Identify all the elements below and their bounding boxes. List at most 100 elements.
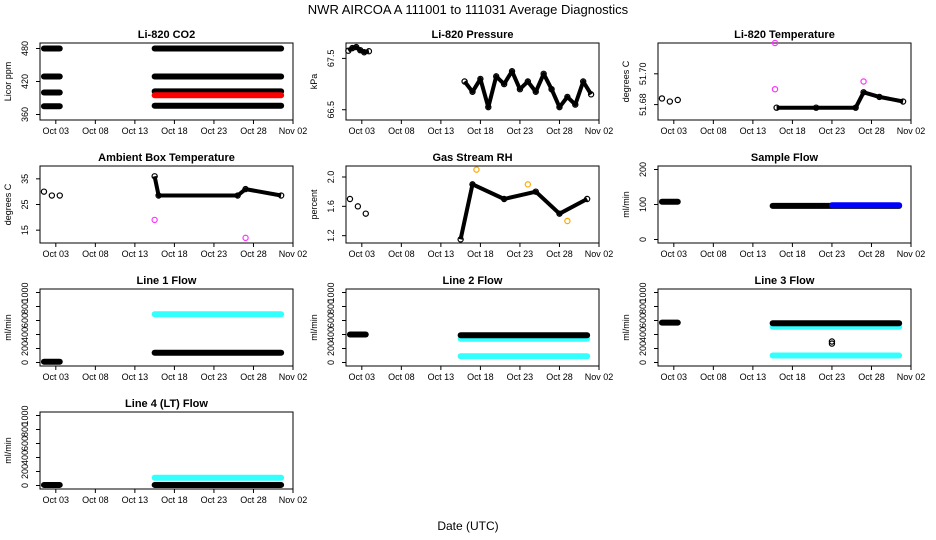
panel-title: Li-820 Temperature [734, 29, 835, 41]
data-point [860, 78, 867, 85]
data-point [485, 103, 492, 111]
x-tick-label: Oct 23 [819, 126, 846, 136]
data-point [362, 210, 369, 217]
figure-title: NWR AIRCOA A 111001 to 111031 Average Di… [308, 2, 629, 17]
series-temp-early [658, 95, 681, 105]
x-tick-label: Nov 02 [585, 249, 614, 259]
x-tick-label: Oct 28 [546, 249, 573, 259]
x-tick-label: Oct 08 [388, 249, 415, 259]
x-tick-label: Oct 18 [779, 126, 806, 136]
x-tick-label: Oct 28 [240, 249, 267, 259]
x-tick-label: Oct 28 [240, 372, 267, 382]
panel-2: Li-820 Temperature degrees C Oct 03 Oct 08 O… [621, 29, 925, 136]
x-tick-label: Oct 03 [43, 249, 70, 259]
data-point [242, 234, 249, 242]
series-temp-late [773, 89, 907, 111]
y-axis-label: ml/min [621, 191, 631, 218]
x-tick-label: Oct 03 [349, 126, 376, 136]
y-axis-label: percent [309, 189, 319, 220]
x-tick-label: Oct 08 [82, 372, 109, 382]
y-tick-label: 800 [326, 299, 336, 314]
y-tick-label: 420 [20, 74, 30, 89]
x-tick-label: Oct 18 [779, 249, 806, 259]
y-tick-label: 0 [638, 360, 648, 365]
x-tick-label: Oct 23 [819, 372, 846, 382]
data-point [583, 195, 591, 203]
plot-frame [345, 165, 600, 244]
data-point [548, 85, 555, 93]
plot-frame [39, 165, 294, 244]
series-line3-outlier [828, 338, 836, 347]
x-tick-label: Nov 02 [279, 372, 308, 382]
y-tick-label: 800 [638, 299, 648, 314]
y-tick-label: 360 [20, 107, 30, 122]
y-tick-label: 200 [20, 341, 30, 356]
panel-7: Line 2 Flow ml/min Oct 03 Oct 08 Oct 13 Oct 1… [309, 275, 613, 382]
series-pressure-early [345, 43, 373, 56]
x-tick-label: Oct 28 [858, 249, 885, 259]
x-tick-label: Oct 28 [546, 126, 573, 136]
data-point [461, 78, 468, 85]
panel-9: Line 4 (LT) Flow ml/min Oct 03 Oct 08 Oct 13… [3, 398, 307, 505]
data-point [658, 95, 666, 102]
data-point [666, 98, 674, 105]
x-tick-label: Oct 13 [122, 372, 149, 382]
x-tick-label: Oct 03 [661, 372, 688, 382]
data-point [812, 104, 820, 111]
x-tick-label: Oct 18 [779, 372, 806, 382]
panel-4: Gas Stream RH percent Oct 03 Oct 08 Oct 13 Oc… [309, 152, 613, 259]
y-tick-label: 1.6 [326, 200, 336, 213]
y-tick-label: 800 [20, 422, 30, 437]
x-tick-label: Oct 13 [740, 249, 767, 259]
data-point [500, 80, 508, 88]
y-tick-label: 51.70 [638, 63, 648, 86]
x-tick-label: Oct 18 [467, 249, 494, 259]
y-tick-label: 25 [20, 199, 30, 209]
y-tick-label: 600 [20, 313, 30, 328]
x-tick-label: Nov 02 [279, 495, 308, 505]
x-tick-label: Oct 08 [388, 126, 415, 136]
y-axis-label: Licor ppm [3, 62, 13, 102]
y-tick-label: 35 [20, 174, 30, 184]
data-point [564, 217, 571, 225]
y-tick-label: 200 [20, 464, 30, 479]
panel-8: Line 3 Flow ml/min Oct 03 Oct 08 Oct 13 Oct 1… [621, 275, 925, 382]
data-point [852, 104, 859, 111]
panel-title: Line 2 Flow [443, 275, 503, 287]
data-point [860, 89, 867, 96]
panels: Li-820 CO2 Licor ppm Oct 03 Oct 08 Oct 13 Oct… [3, 29, 925, 505]
panel-0: Li-820 CO2 Licor ppm Oct 03 Oct 08 Oct 13 Oct… [3, 29, 307, 136]
plot-frame [657, 288, 912, 367]
x-tick-label: Oct 08 [388, 372, 415, 382]
data-point [469, 181, 476, 188]
x-tick-label: Oct 13 [122, 495, 149, 505]
y-axis-label: ml/min [309, 314, 319, 341]
data-point [277, 192, 285, 199]
plot-frame [345, 288, 600, 367]
panel-title: Line 4 (LT) Flow [125, 398, 208, 410]
data-point [234, 192, 241, 199]
y-tick-label: 1000 [20, 282, 30, 302]
x-tick-label: Oct 28 [858, 126, 885, 136]
data-point [828, 338, 836, 345]
data-point [493, 73, 500, 80]
x-axis-label: Date (UTC) [437, 519, 498, 533]
data-point [771, 85, 779, 93]
y-tick-label: 1000 [638, 282, 648, 302]
data-trace [776, 90, 904, 110]
data-point [242, 185, 249, 193]
y-tick-label: 0 [20, 360, 30, 365]
data-point [556, 210, 563, 217]
x-tick-label: Oct 23 [507, 126, 534, 136]
y-tick-label: 67.5 [326, 50, 336, 68]
x-tick-label: Oct 18 [467, 126, 494, 136]
y-tick-label: 1.2 [326, 229, 336, 242]
series-box-late [151, 173, 285, 199]
panel-3: Ambient Box Temperature degrees C Oct 03 Oc… [3, 152, 307, 259]
panel-6: Line 1 Flow ml/min Oct 03 Oct 08 Oct 13 Oct 1… [3, 275, 307, 382]
y-tick-label: 1000 [326, 282, 336, 302]
x-tick-label: Oct 28 [240, 126, 267, 136]
x-tick-label: Oct 23 [201, 126, 228, 136]
data-trace [458, 182, 589, 240]
